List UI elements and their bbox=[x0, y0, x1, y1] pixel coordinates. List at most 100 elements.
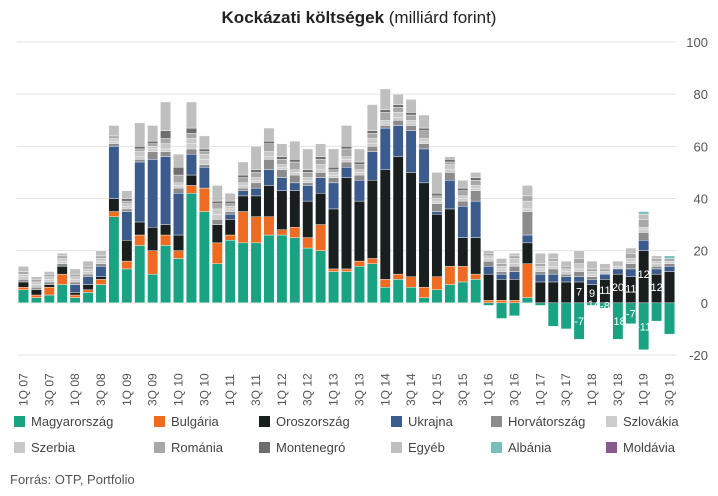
bar-segment bbox=[237, 187, 249, 191]
bar-segment bbox=[418, 182, 430, 288]
bar-segment bbox=[354, 180, 365, 202]
bar-segment bbox=[263, 185, 275, 217]
data-label: -7 bbox=[574, 316, 584, 328]
legend-swatch bbox=[259, 442, 270, 453]
bar-segment bbox=[418, 148, 430, 184]
legend-label: Bulgária bbox=[171, 414, 219, 429]
bar-segment bbox=[328, 166, 339, 171]
bar-segment bbox=[379, 279, 391, 288]
bar-segment bbox=[341, 159, 352, 163]
legend-item: Moldávia bbox=[606, 440, 675, 455]
bar-segment bbox=[211, 224, 223, 244]
bar-segment bbox=[250, 172, 262, 178]
x-tick-label: 1Q 12 bbox=[275, 373, 289, 406]
x-tick-label: 1Q 15 bbox=[430, 373, 444, 406]
bar-segment bbox=[43, 271, 55, 275]
bar-segment bbox=[328, 174, 339, 178]
legend-swatch bbox=[259, 416, 270, 427]
bar-segment bbox=[599, 273, 611, 280]
bar-segment bbox=[522, 195, 533, 202]
bar-segment bbox=[405, 172, 417, 277]
bar-segment bbox=[470, 180, 482, 186]
bar-segment bbox=[250, 146, 262, 171]
bar-segment bbox=[470, 177, 482, 181]
bar-segment bbox=[405, 286, 417, 304]
bar-segment bbox=[392, 156, 404, 275]
bar-segment bbox=[289, 159, 301, 163]
bar-segment bbox=[198, 166, 210, 189]
bar-segment bbox=[160, 143, 171, 150]
bar-segment bbox=[315, 159, 327, 165]
bar-segment bbox=[263, 127, 275, 142]
bar-segment bbox=[224, 206, 236, 210]
data-label: -14 bbox=[584, 299, 600, 311]
legend-label: Ukrajna bbox=[408, 414, 453, 429]
legend-swatch bbox=[391, 416, 402, 427]
bar-segment bbox=[405, 125, 417, 131]
bar-segment bbox=[315, 164, 327, 171]
bar-segment bbox=[263, 143, 275, 152]
bar-segment bbox=[250, 182, 262, 189]
bar-segment bbox=[366, 133, 378, 139]
bar-segment bbox=[444, 172, 456, 181]
bar-segment bbox=[315, 177, 327, 194]
bar-segment bbox=[18, 286, 29, 290]
data-label: 11 bbox=[625, 283, 636, 295]
bar-segment bbox=[186, 185, 197, 194]
bar-segment bbox=[56, 260, 68, 264]
bar-segment bbox=[354, 266, 365, 304]
bar-segment bbox=[651, 260, 662, 264]
bar-segment bbox=[289, 161, 301, 171]
bar-segment bbox=[638, 213, 650, 220]
bar-segment bbox=[224, 200, 236, 204]
bar-segment bbox=[289, 226, 301, 238]
bar-segment bbox=[431, 195, 443, 199]
bar-segment bbox=[379, 122, 391, 126]
bar-segment bbox=[496, 266, 507, 270]
bar-segment bbox=[315, 172, 327, 178]
bar-segment bbox=[573, 271, 585, 277]
bar-segment bbox=[289, 169, 301, 173]
bar-segment bbox=[302, 200, 314, 238]
legend-item: Magyarország bbox=[14, 414, 113, 429]
legend-swatch bbox=[154, 442, 165, 453]
bar-segment bbox=[651, 266, 662, 270]
bar-segment bbox=[457, 281, 469, 304]
bar-segment bbox=[186, 143, 197, 150]
bar-segment bbox=[341, 166, 352, 178]
bar-segment bbox=[418, 297, 430, 304]
bar-segment bbox=[509, 266, 520, 272]
bar-segment bbox=[134, 159, 146, 163]
x-tick-label: 3Q 16 bbox=[507, 373, 521, 406]
bar-segment bbox=[405, 130, 417, 173]
bar-segment bbox=[69, 276, 81, 280]
bar-segment bbox=[405, 99, 417, 113]
bar-segment bbox=[651, 255, 662, 259]
bar-segment bbox=[638, 211, 650, 215]
bar-segment bbox=[496, 279, 507, 301]
bar-segment bbox=[302, 185, 314, 202]
bar-segment bbox=[354, 200, 365, 262]
bar-segment bbox=[315, 169, 327, 173]
bar-segment bbox=[496, 300, 507, 304]
x-tick-label: 1Q 09 bbox=[120, 373, 134, 406]
bar-segment bbox=[276, 229, 288, 236]
bar-segment bbox=[211, 185, 223, 202]
bar-segment bbox=[250, 242, 262, 304]
bar-segment bbox=[198, 135, 210, 150]
bar-segment bbox=[224, 211, 236, 215]
bar-segment bbox=[289, 182, 301, 191]
bar-segment bbox=[496, 263, 507, 267]
bar-segment bbox=[664, 255, 675, 259]
bar-segment bbox=[160, 156, 171, 225]
legend-swatch bbox=[391, 442, 402, 453]
bar-segment bbox=[56, 255, 68, 259]
bar-segment bbox=[69, 279, 81, 283]
bar-segment bbox=[328, 148, 339, 168]
bar-segment bbox=[250, 216, 262, 244]
bar-segment bbox=[56, 258, 68, 262]
bar-segment bbox=[457, 180, 469, 189]
bar-segment bbox=[547, 258, 559, 262]
bar-segment bbox=[211, 203, 223, 210]
bar-segment bbox=[43, 276, 55, 280]
